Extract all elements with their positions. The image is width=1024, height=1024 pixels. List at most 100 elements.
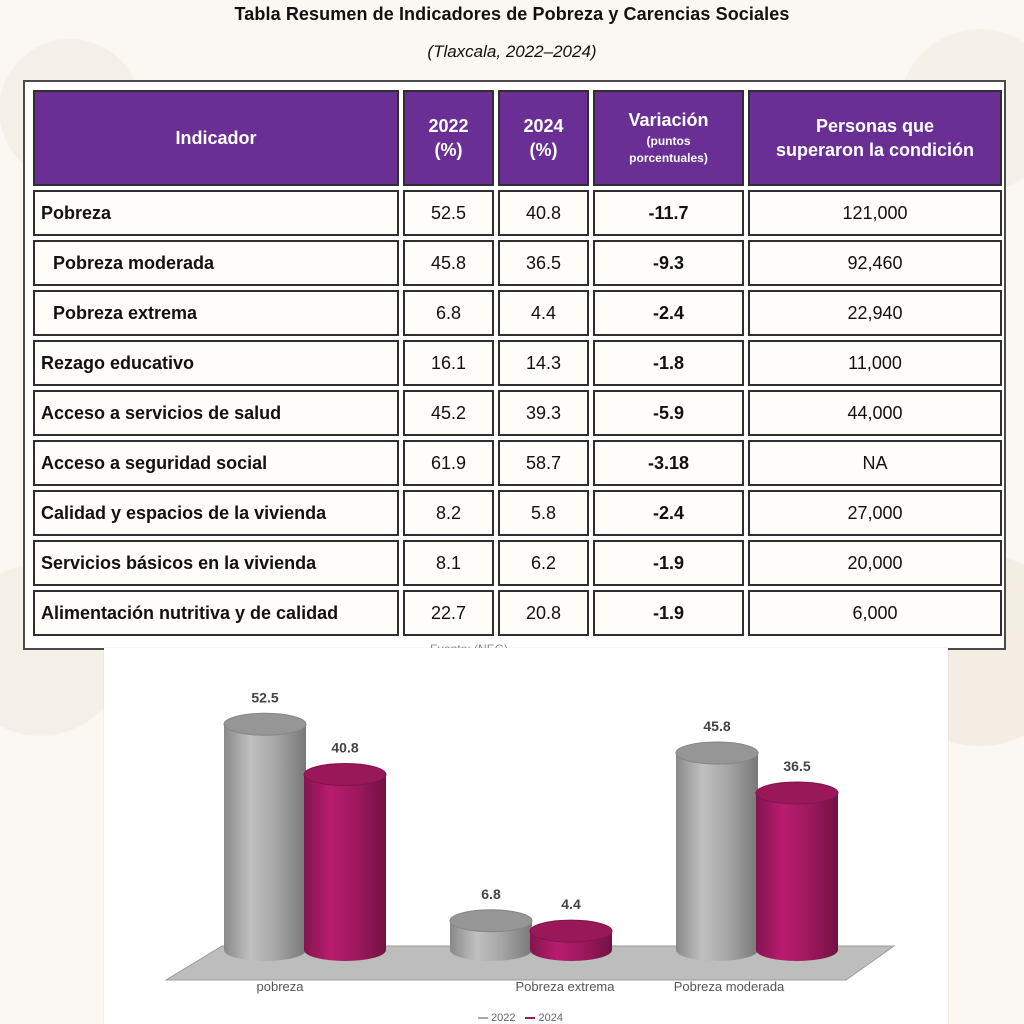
bar-top-2024-0: [303, 763, 387, 787]
bar-2022-2: [676, 753, 758, 961]
table-row: Pobreza 52.5 40.8 -11.7 121,000: [33, 190, 1002, 236]
summary-table-panel: Indicador 2022 (%) 2024 (%) Variación (p…: [23, 80, 1006, 650]
header-2022-unit: (%): [434, 140, 463, 160]
bar-top-2024-2: [755, 781, 839, 805]
legend-label-2022: 2022: [491, 1012, 516, 1024]
header-persons: Personas que superaron la condición: [748, 90, 1002, 186]
value-2024-cell: 40.8: [498, 190, 589, 236]
legend-item-2024: 2024: [525, 1012, 563, 1024]
data-label-2024-1: 4.4: [561, 896, 581, 912]
table-subtitle: (Tlaxcala, 2022–2024): [427, 42, 597, 61]
persons-cell: 22,940: [748, 290, 1002, 336]
table-row: Calidad y espacios de la vivienda 8.2 5.…: [33, 490, 1002, 536]
value-2022-cell: 6.8: [403, 290, 494, 336]
header-2024-year: 2024: [523, 115, 564, 136]
variation-cell: -2.4: [593, 290, 744, 336]
header-2024: 2024 (%): [498, 90, 589, 186]
legend-label-2024: 2024: [538, 1012, 563, 1024]
value-2022-cell: 16.1: [403, 340, 494, 386]
persons-cell: 11,000: [748, 340, 1002, 386]
persons-cell: 27,000: [748, 490, 1002, 536]
header-2022-year: 2022: [428, 115, 469, 136]
header-variation: Variación (puntos porcentuales): [593, 90, 744, 186]
bar-2024-0: [304, 774, 386, 961]
variation-cell: -3.18: [593, 440, 744, 486]
value-2022-cell: 45.8: [403, 240, 494, 286]
legend-item-2022: 2022: [478, 1012, 515, 1024]
value-2022-cell: 8.1: [403, 540, 494, 586]
category-label: Pobreza moderada: [674, 979, 785, 994]
variation-cell: -1.9: [593, 540, 744, 586]
indicator-cell: Calidad y espacios de la vivienda: [33, 490, 399, 536]
variation-cell: -9.3: [593, 240, 744, 286]
table-title: Tabla Resumen de Indicadores de Pobreza …: [234, 4, 790, 24]
data-label-2022-0: 52.5: [251, 689, 278, 705]
indicator-cell: Pobreza moderada: [33, 240, 399, 286]
header-variation-note-2: porcentuales): [629, 151, 708, 166]
value-2022-cell: 61.9: [403, 440, 494, 486]
table-row: Rezago educativo 16.1 14.3 -1.8 11,000: [33, 340, 1002, 386]
data-label-2022-1: 6.8: [481, 886, 501, 902]
chart-legend: 2022 2024: [478, 1012, 563, 1024]
value-2024-cell: 5.8: [498, 490, 589, 536]
value-2024-cell: 20.8: [498, 590, 589, 636]
value-2024-cell: 6.2: [498, 540, 589, 586]
variation-cell: -11.7: [593, 190, 744, 236]
variation-cell: -2.4: [593, 490, 744, 536]
table-row: Alimentación nutritiva y de calidad 22.7…: [33, 590, 1002, 636]
value-2022-cell: 45.2: [403, 390, 494, 436]
persons-cell: NA: [748, 440, 1002, 486]
table-row: Pobreza moderada 45.8 36.5 -9.3 92,460: [33, 240, 1002, 286]
indicator-cell: Pobreza: [33, 190, 399, 236]
table-row: Pobreza extrema 6.8 4.4 -2.4 22,940: [33, 290, 1002, 336]
value-2022-cell: 22.7: [403, 590, 494, 636]
variation-cell: -5.9: [593, 390, 744, 436]
bar-2024-2: [756, 793, 838, 961]
header-variation-note-1: (puntos: [646, 133, 691, 148]
header-indicador-label: Indicador: [175, 127, 257, 148]
category-label: pobreza: [257, 979, 305, 994]
variation-cell: -1.8: [593, 340, 744, 386]
data-label-2024-0: 40.8: [331, 740, 358, 756]
variation-cell: -1.9: [593, 590, 744, 636]
persons-cell: 44,000: [748, 390, 1002, 436]
legend-swatch-2024: [525, 1017, 536, 1019]
persons-cell: 121,000: [748, 190, 1002, 236]
indicator-cell: Pobreza extrema: [33, 290, 399, 336]
bar-chart-panel: 52.5 40.8 pobreza 6.8 4.4 Pobreza extrema 45.8…: [104, 648, 948, 1024]
value-2024-cell: 39.3: [498, 390, 589, 436]
bar-top-2022-1: [449, 909, 533, 933]
value-2024-cell: 14.3: [498, 340, 589, 386]
bar-top-2022-0: [223, 712, 307, 736]
indicator-cell: Alimentación nutritiva y de calidad: [33, 590, 399, 636]
header-2024-unit: (%): [529, 140, 558, 160]
bar-chart: 52.5 40.8 pobreza 6.8 4.4 Pobreza extrema 45.8…: [164, 689, 896, 994]
indicator-cell: Servicios básicos en la vivienda: [33, 540, 399, 586]
table-header-row: Indicador 2022 (%) 2024 (%) Variación (p…: [33, 90, 1002, 186]
value-2022-cell: 8.2: [403, 490, 494, 536]
persons-cell: 6,000: [748, 590, 1002, 636]
data-label-2024-2: 36.5: [783, 758, 810, 774]
value-2024-cell: 36.5: [498, 240, 589, 286]
value-2024-cell: 4.4: [498, 290, 589, 336]
bar-top-2024-1: [529, 919, 613, 943]
data-label-2022-2: 45.8: [703, 718, 730, 734]
category-label: Pobreza extrema: [516, 979, 616, 994]
header-indicador: Indicador: [33, 90, 399, 186]
header-persons-line-2: superaron la condición: [775, 140, 975, 160]
header-variation-title: Variación: [628, 110, 709, 131]
legend-swatch-2022: [478, 1017, 488, 1019]
indicator-cell: Acceso a seguridad social: [33, 440, 399, 486]
table-row: Servicios básicos en la vivienda 8.1 6.2…: [33, 540, 1002, 586]
value-2024-cell: 58.7: [498, 440, 589, 486]
bar-2022-0: [224, 724, 306, 961]
bar-top-2022-2: [675, 741, 759, 765]
table-row: Acceso a servicios de salud 45.2 39.3 -5…: [33, 390, 1002, 436]
indicator-cell: Rezago educativo: [33, 340, 399, 386]
persons-cell: 20,000: [748, 540, 1002, 586]
table-row: Acceso a seguridad social 61.9 58.7 -3.1…: [33, 440, 1002, 486]
header-persons-line-1: Personas que: [815, 115, 935, 136]
indicator-cell: Acceso a servicios de salud: [33, 390, 399, 436]
value-2022-cell: 52.5: [403, 190, 494, 236]
header-2022: 2022 (%): [403, 90, 494, 186]
